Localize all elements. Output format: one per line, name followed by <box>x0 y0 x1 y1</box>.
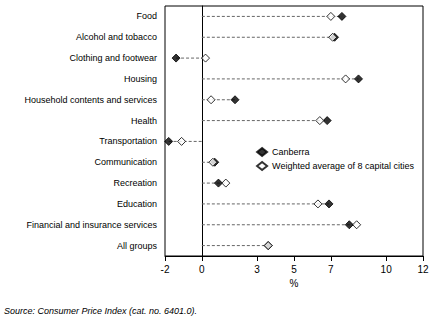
svg-text:Food: Food <box>136 11 157 21</box>
svg-text:Weighted average of 8 capital: Weighted average of 8 capital cities <box>272 161 414 171</box>
svg-text:7: 7 <box>328 264 334 275</box>
svg-text:12: 12 <box>417 264 429 275</box>
svg-text:3: 3 <box>254 264 260 275</box>
svg-text:Transportation: Transportation <box>99 136 157 146</box>
svg-text:Communication: Communication <box>94 157 157 167</box>
svg-text:Alcohol and tobacco: Alcohol and tobacco <box>76 32 157 42</box>
svg-text:Health: Health <box>131 116 157 126</box>
svg-text:%: % <box>290 278 299 289</box>
svg-text:Household contents and service: Household contents and services <box>24 95 157 105</box>
svg-text:Housing: Housing <box>124 74 157 84</box>
svg-text:All groups: All groups <box>117 241 158 251</box>
svg-text:Recreation: Recreation <box>113 178 157 188</box>
svg-text:-2: -2 <box>161 264 170 275</box>
svg-text:Clothing and footwear: Clothing and footwear <box>69 53 157 63</box>
svg-text:Education: Education <box>117 199 157 209</box>
svg-text:0: 0 <box>199 264 205 275</box>
svg-text:5: 5 <box>291 264 297 275</box>
svg-text:Source: Consumer Price Index (: Source: Consumer Price Index (cat. no. 6… <box>4 306 197 316</box>
svg-text:Canberra: Canberra <box>272 147 310 157</box>
svg-text:Financial and insurance servic: Financial and insurance services <box>26 220 157 230</box>
svg-text:10: 10 <box>381 264 393 275</box>
